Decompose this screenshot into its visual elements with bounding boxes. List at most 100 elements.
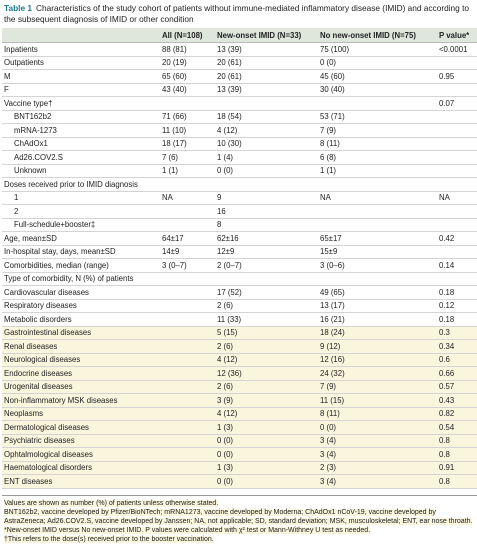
cell: 3 (4) (318, 434, 437, 448)
cell: 5 (15) (215, 326, 318, 340)
cell: 20 (61) (215, 56, 318, 70)
cell (437, 245, 477, 259)
table-row: Non-inflammatory MSK diseases 3 (9) 11 (15… (2, 393, 477, 408)
table-row: Unknown 1 (1) 0 (0) 1 (1) (2, 164, 477, 178)
row-label: BNT162b2 (2, 110, 160, 124)
cell: 4 (12) (215, 123, 318, 138)
cell: 65±17 (318, 231, 437, 246)
cell: 1 (1) (160, 164, 215, 178)
cell: 4 (12) (215, 407, 318, 421)
table-row: Ophtalmological diseases 0 (0) 3 (4) 0.8 (2, 447, 477, 462)
cell: 3 (9) (215, 393, 318, 408)
footnote: *New-onset IMID versus No new-onset IMID… (4, 526, 475, 535)
cell: 0.91 (437, 461, 477, 475)
header-cell: P value* (437, 28, 477, 43)
cell: 8 (215, 218, 318, 232)
cell: 2 (6) (215, 380, 318, 394)
cell: 1 (1) (318, 164, 437, 178)
cell (318, 272, 437, 286)
cell: 9 (215, 191, 318, 205)
table-row: Comorbidities, median (range) 3 (0–7) 2 (0… (2, 258, 477, 273)
cell: NA (160, 191, 215, 205)
cell (437, 83, 477, 97)
row-label: Inpatients (2, 42, 160, 57)
cell: 12 (16) (318, 353, 437, 367)
header-row: All (N=108) New-onset IMID (N=33) No new-o… (2, 28, 477, 43)
cell: 0.82 (437, 407, 477, 421)
cell: 7 (6) (160, 150, 215, 165)
cell (160, 393, 215, 408)
cell: 2 (0–7) (215, 258, 318, 273)
row-label: Haematological disorders (2, 461, 160, 475)
cell: 0 (0) (215, 434, 318, 448)
cell (160, 474, 215, 489)
table-row: Endocrine diseases 12 (36) 24 (32) 0.66 (2, 366, 477, 381)
cell: 8 (11) (318, 137, 437, 151)
cell: 11 (10) (160, 123, 215, 138)
cell: 45 (60) (318, 69, 437, 84)
caption-text: Characteristics of the study cohort of p… (4, 3, 469, 24)
row-label: Renal diseases (2, 339, 160, 354)
footnote: BNT162b2, vaccine developed by Pfizer/Bi… (4, 508, 475, 526)
table-row: Respiratory diseases 2 (6) 13 (17) 0.12 (2, 299, 477, 313)
table-row: M 65 (60) 20 (61) 45 (60) 0.95 (2, 69, 477, 84)
cell (160, 96, 215, 111)
cell: 0.8 (437, 447, 477, 462)
table-row: Ad26.COV2.S 7 (6) 1 (4) 6 (8) (2, 150, 477, 165)
cell (437, 204, 477, 219)
table-row: Full-schedule+booster‡ 8 (2, 218, 477, 232)
cell: 0.18 (437, 285, 477, 300)
cell: 7 (9) (318, 123, 437, 138)
footnote-text: †This refers to the dose(s) received pri… (4, 535, 214, 543)
cell (215, 272, 318, 286)
row-label: 1 (2, 191, 160, 205)
row-label: Full-schedule+booster‡ (2, 218, 160, 232)
cell (160, 326, 215, 340)
table-row: Outpatients 20 (19) 20 (61) 0 (0) (2, 56, 477, 70)
header-cell: No new-onset IMID (N=75) (318, 28, 437, 43)
cell: 53 (71) (318, 110, 437, 124)
cell (437, 218, 477, 232)
footnote-text: *New-onset IMID versus No new-onset IMID… (4, 526, 371, 534)
row-label: Cardiovascular diseases (2, 285, 160, 300)
row-label: mRNA-1273 (2, 123, 160, 138)
cell: 0.66 (437, 366, 477, 381)
cell (160, 461, 215, 475)
table-row: Metabolic disorders 11 (33) 16 (21) 0.18 (2, 312, 477, 327)
header-cell (2, 28, 160, 43)
table-row: Cardiovascular diseases 17 (52) 49 (65) 0.1… (2, 285, 477, 300)
cell: 8 (11) (318, 407, 437, 421)
cell: 75 (100) (318, 42, 437, 57)
table-row: ChAdOx1 18 (17) 10 (30) 8 (11) (2, 137, 477, 151)
cell: 0 (0) (318, 420, 437, 435)
cell (160, 407, 215, 421)
cell: 6 (8) (318, 150, 437, 165)
cell: 0.34 (437, 339, 477, 354)
cell (437, 56, 477, 70)
cell: 18 (24) (318, 326, 437, 340)
cell: NA (437, 191, 477, 205)
footnote-text: Values are shown as number (%) of patien… (4, 499, 219, 507)
cell: 16 (21) (318, 312, 437, 327)
cell: 0.6 (437, 353, 477, 367)
table-row: Doses received prior to IMID diagnosis (2, 177, 477, 192)
cell: 30 (40) (318, 83, 437, 97)
cell: 2 (6) (215, 299, 318, 313)
table-row: ENT diseases 0 (0) 3 (4) 0.8 (2, 474, 477, 489)
cell: 9 (12) (318, 339, 437, 354)
row-label: Outpatients (2, 56, 160, 70)
cell: 0.57 (437, 380, 477, 394)
cell (318, 218, 437, 232)
cell: 49 (65) (318, 285, 437, 300)
table-row: Haematological disorders 1 (3) 2 (3) 0.91 (2, 461, 477, 475)
table-row: Dermatological diseases 1 (3) 0 (0) 0.54 (2, 420, 477, 435)
cell: 0 (0) (215, 447, 318, 462)
table-row: Inpatients 88 (81) 13 (39) 75 (100) <0.0001 (2, 42, 477, 57)
cell (160, 353, 215, 367)
cell (160, 339, 215, 354)
cell: 11 (15) (318, 393, 437, 408)
table-row: mRNA-1273 11 (10) 4 (12) 7 (9) (2, 123, 477, 138)
cell: 71 (66) (160, 110, 215, 124)
cell (318, 96, 437, 111)
cell (160, 272, 215, 286)
